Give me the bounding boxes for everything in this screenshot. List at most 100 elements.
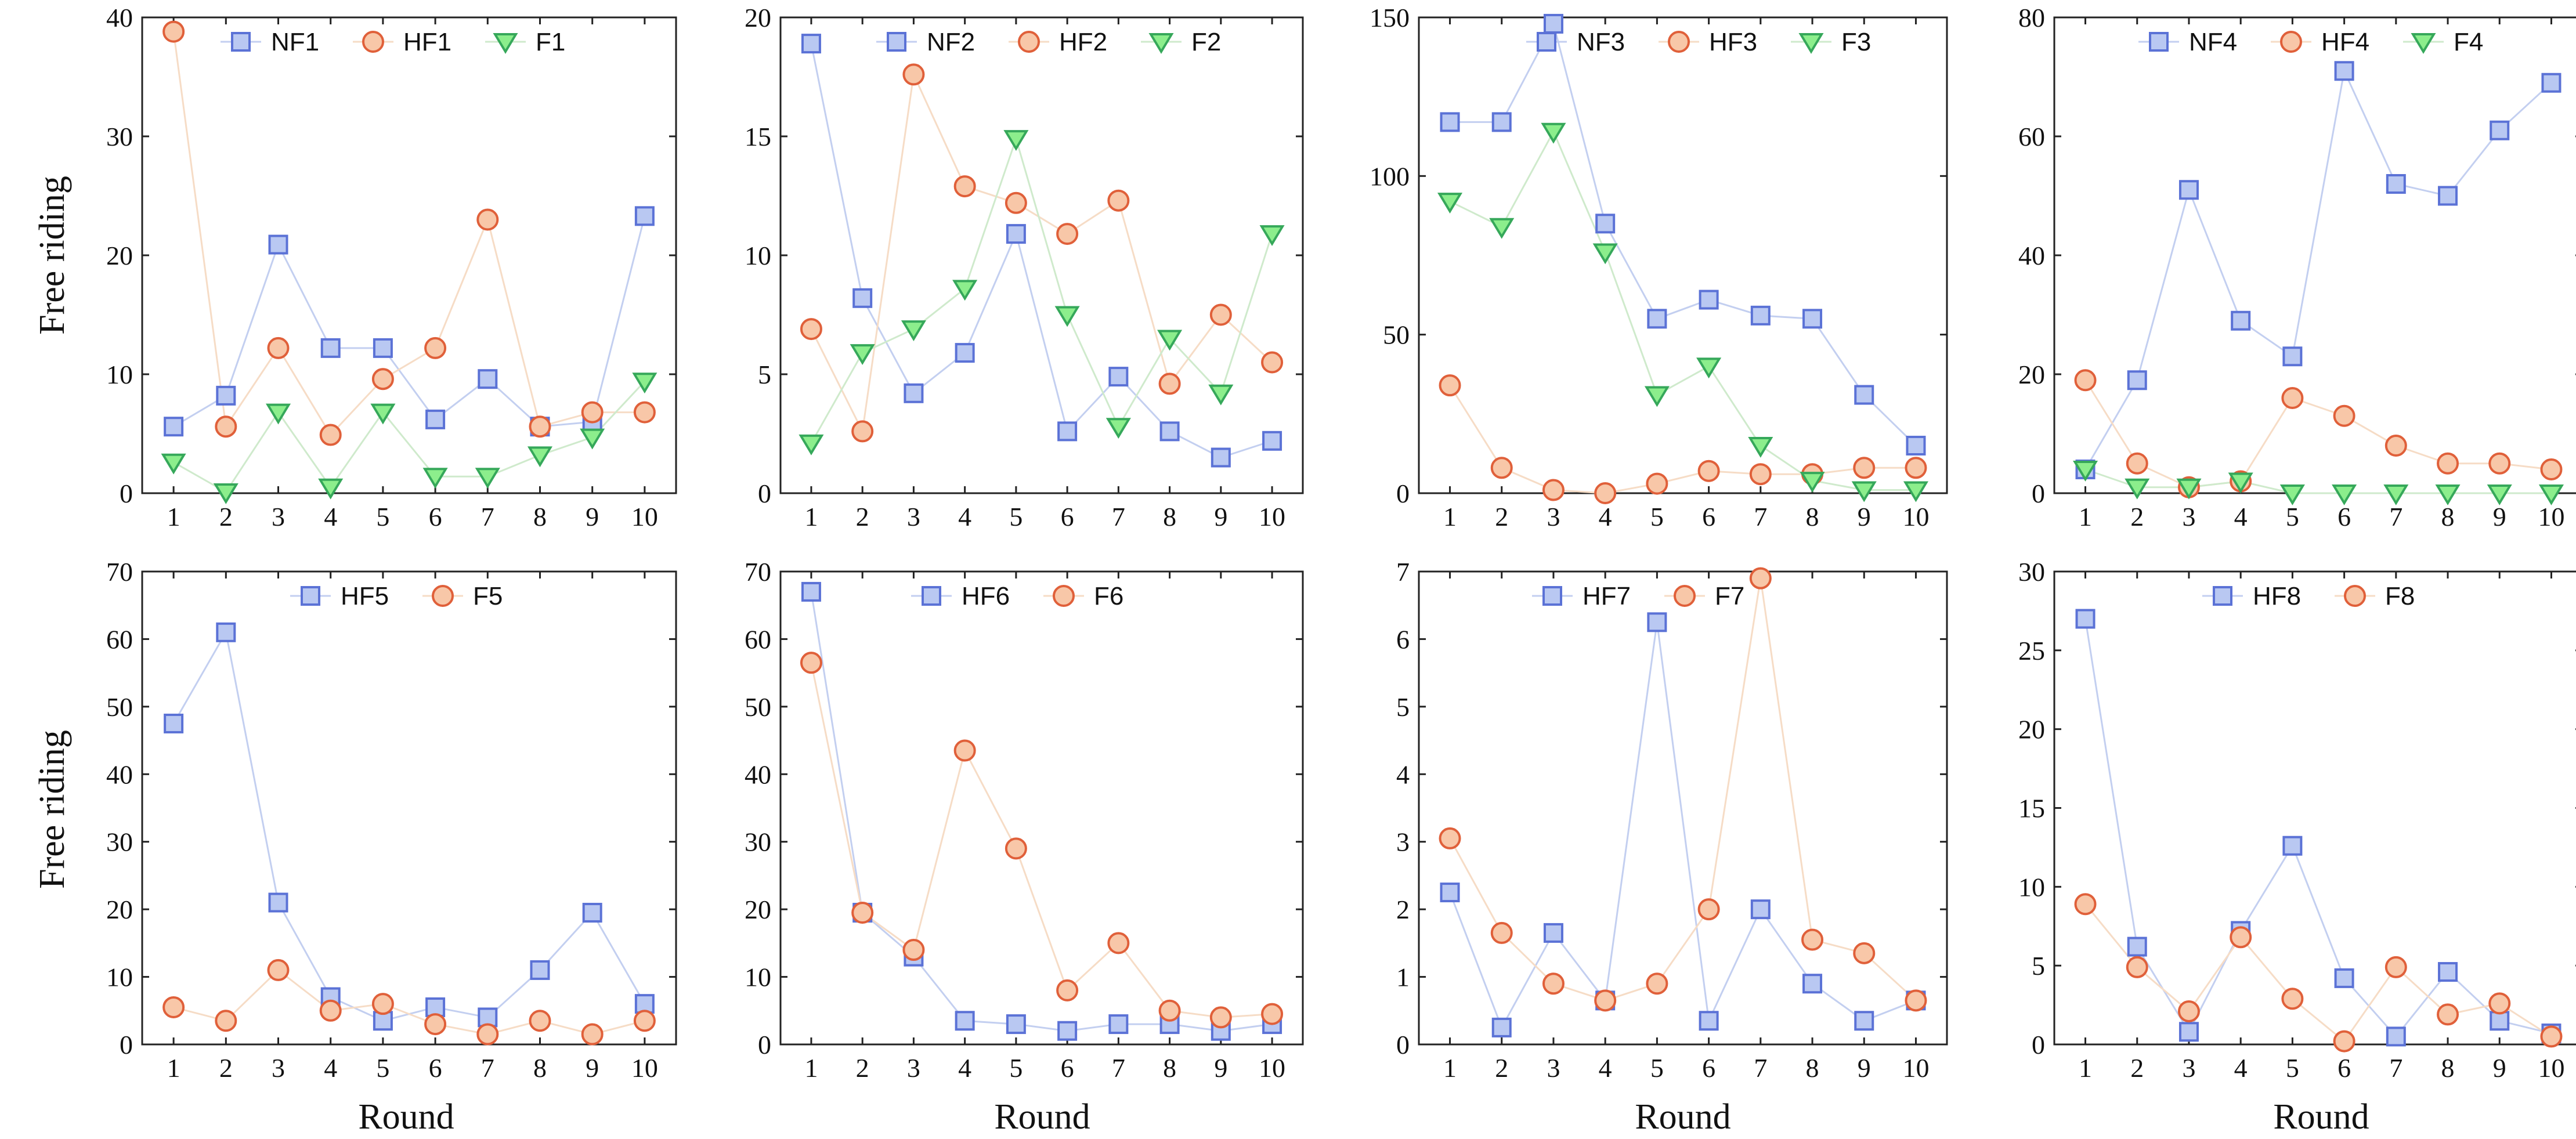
y-tick-label: 80: [2018, 3, 2045, 32]
data-point-f5: [215, 1010, 237, 1032]
x-tick-label: 4: [324, 1053, 337, 1083]
x-tick-label: 5: [1009, 502, 1023, 531]
data-point-f6: [1209, 1006, 1232, 1029]
x-tick-label: 2: [2130, 502, 2144, 531]
data-point-f6: [1005, 837, 1027, 860]
data-point-hf2: [1261, 351, 1284, 374]
legend-marker-nf3: [1537, 32, 1556, 52]
y-tick-label: 20: [106, 895, 133, 924]
x-axis-title-1: Round: [358, 1097, 454, 1137]
data-point-hf1: [319, 424, 342, 446]
x-tick-label: 6: [429, 502, 442, 531]
data-point-f2: [1003, 130, 1029, 151]
y-tick-label: 25: [2018, 636, 2045, 666]
data-point-f3: [1437, 193, 1463, 214]
data-point-f8: [2384, 956, 2407, 978]
series-line-hf2: [810, 71, 1273, 435]
x-tick-label: 1: [2079, 1053, 2092, 1083]
data-point-hf1: [633, 401, 656, 424]
legend-label-f3: F3: [1841, 28, 1871, 56]
x-tick-label: 10: [1259, 502, 1285, 531]
data-point-f8: [2126, 956, 2148, 978]
data-point-nf2: [801, 34, 821, 54]
series-line-nf3: [1450, 21, 1917, 447]
series-line-f2: [810, 136, 1273, 444]
data-point-f2: [1054, 306, 1080, 327]
x-tick-label: 7: [481, 1053, 494, 1083]
x-tick-label: 10: [1902, 1053, 1929, 1083]
data-point-hf4: [2384, 435, 2407, 457]
legend-marker-f5: [432, 585, 454, 607]
data-point-hf5: [530, 960, 550, 980]
legend-marker-f7: [1674, 585, 1696, 607]
y-tick-label: 5: [1396, 692, 1410, 722]
data-point-hf4: [2540, 458, 2563, 480]
data-point-f7: [1439, 827, 1461, 849]
data-point-f7: [1646, 972, 1668, 995]
x-tick-label: 4: [958, 502, 971, 531]
series-line-hf4: [2084, 379, 2552, 489]
data-point-hf3: [1749, 463, 1772, 486]
y-tick-label: 40: [106, 760, 133, 789]
data-point-f3: [1696, 357, 1722, 379]
x-tick-label: 7: [2389, 502, 2402, 531]
data-point-nf2: [1159, 421, 1180, 442]
series-line-f8: [2084, 903, 2552, 1043]
series-line-f4: [2085, 468, 2552, 494]
data-point-f7: [1749, 567, 1772, 590]
data-point-nf2: [904, 383, 924, 403]
data-point-f7: [1594, 989, 1617, 1012]
x-tick-label: 1: [804, 1053, 818, 1083]
chart-4: 0 20 40 60 80 1 2 3 4 5 6 7 8 9 10 NF4 HF4 F4: [2018, 3, 2576, 531]
data-point-f6: [902, 939, 925, 961]
data-point-f7: [1490, 921, 1513, 944]
series-line-hf6: [810, 591, 1273, 1032]
y-tick-label: 150: [1370, 3, 1410, 32]
data-point-hf3: [1542, 479, 1565, 501]
x-tick-label: 10: [1902, 502, 1929, 531]
y-tick-label: 30: [106, 122, 133, 151]
y-tick-label: 40: [2018, 241, 2045, 270]
legend: NF4 HF4 F4: [2138, 28, 2483, 56]
data-point-nf3: [1647, 309, 1667, 329]
data-point-f2: [1157, 330, 1183, 351]
x-tick-label: 7: [1112, 1053, 1125, 1083]
y-axis-title-top: Free riding: [32, 176, 72, 335]
data-point-nf3: [1543, 13, 1563, 34]
data-point-f4: [2435, 484, 2461, 505]
data-point-f8: [2074, 893, 2097, 916]
data-point-f4: [2332, 484, 2357, 505]
y-tick-label: 0: [758, 479, 771, 508]
y-tick-label: 10: [106, 963, 133, 992]
y-tick-label: 30: [2018, 557, 2045, 587]
data-point-f1: [265, 403, 291, 425]
data-point-f1: [213, 483, 239, 504]
y-tick-label: 10: [2018, 872, 2045, 902]
chart-8: 0 5 10 15 20 25 30 1 2 3 4 5 6 7 8 9 10 HF8 F8: [2018, 557, 2576, 1083]
data-point-hf6: [1108, 1014, 1129, 1035]
data-point-hf4: [2333, 404, 2355, 427]
data-point-hf7: [1854, 1011, 1874, 1031]
data-point-nf2: [955, 343, 975, 363]
x-tick-label: 5: [376, 502, 389, 531]
data-point-f6: [851, 901, 874, 924]
data-point-f5: [371, 993, 394, 1015]
x-tick-label: 1: [2079, 502, 2092, 531]
data-point-hf4: [2281, 387, 2304, 409]
data-point-nf4: [2231, 310, 2251, 331]
legend-marker-hf6: [922, 586, 941, 606]
plot-frame: [141, 570, 677, 1046]
legend-label-f8: F8: [2385, 582, 2415, 610]
data-point-f4: [2279, 484, 2305, 505]
x-tick-label: 6: [1702, 502, 1715, 531]
x-tick-label: 7: [481, 502, 494, 531]
legend: HF6 F6: [911, 582, 1123, 610]
legend-marker-nf2: [887, 32, 906, 52]
y-tick-label: 30: [745, 827, 771, 857]
x-tick-label: 2: [219, 1053, 233, 1083]
x-tick-label: 3: [1547, 1053, 1560, 1083]
data-point-hf5: [373, 1011, 393, 1031]
data-point-hf3: [1490, 457, 1513, 479]
data-point-hf6: [955, 1011, 975, 1031]
y-tick-label: 60: [106, 624, 133, 654]
